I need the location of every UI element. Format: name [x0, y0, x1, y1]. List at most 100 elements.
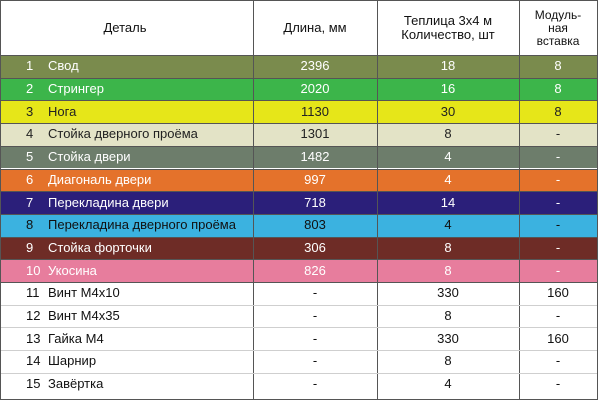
part-number: 12: [26, 308, 41, 324]
module-cell: 8: [519, 100, 597, 124]
part-name: Винт М4х35: [48, 308, 120, 324]
part-cell: 6 Диагональ двери: [1, 168, 253, 192]
row-divider: [1, 259, 597, 261]
row-divider: [1, 372, 597, 374]
module-cell: 8: [519, 77, 597, 101]
quantity-cell: 4: [377, 145, 519, 169]
module-cell: -: [519, 213, 597, 237]
header-module-line1: Модуль-: [534, 7, 582, 22]
length-cell: -: [312, 376, 318, 392]
table-row: 10 Укосина 826 8-: [1, 259, 597, 282]
table-row: 6 Диагональ двери 997 4-: [1, 168, 597, 192]
part-number: 10: [26, 262, 41, 278]
length-cell: 803: [253, 213, 377, 237]
quantity-cell: 330: [437, 285, 459, 301]
module-cell: -: [555, 353, 561, 369]
header-module-line3: вставка: [536, 33, 580, 48]
part-name: Нога: [48, 103, 77, 119]
length-cell: 718: [253, 191, 377, 214]
module-cell: -: [519, 123, 597, 146]
module-cell: -: [555, 308, 561, 324]
length-cell: 1482: [253, 145, 377, 169]
part-cell: 7 Перекладина двери: [1, 191, 253, 214]
row-divider: [1, 304, 597, 306]
header-quantity-line2: Количество, шт: [401, 27, 495, 42]
row-divider: [1, 77, 597, 79]
row-divider: [1, 327, 597, 329]
part-cell: 3 Нога: [1, 100, 253, 124]
part-number: 13: [26, 330, 41, 346]
part-name: Стойка форточки: [48, 239, 152, 255]
table-row: 14 Шарнир - 8 -: [1, 350, 597, 373]
length-cell: 1130: [253, 100, 377, 124]
quantity-cell: 330: [437, 330, 459, 346]
part-number: 5: [26, 149, 34, 165]
length-cell: 1301: [253, 123, 377, 146]
part-cell: 8 Перекладина дверного проёма: [1, 213, 253, 237]
part-name: Винт М4х10: [48, 285, 120, 301]
part-name: Перекладина дверного проёма: [48, 217, 236, 233]
quantity-cell: 14: [377, 191, 519, 214]
header-module: Модуль- ная вставка: [519, 1, 597, 55]
length-cell: 2396: [253, 55, 377, 78]
part-name: Перекладина двери: [48, 194, 169, 210]
row-divider: [1, 191, 597, 193]
part-name: Укосина: [48, 262, 97, 278]
part-number: 11: [26, 285, 40, 301]
part-name: Стрингер: [48, 81, 104, 97]
row-divider: [1, 282, 597, 283]
part-number: 6: [26, 171, 34, 187]
length-cell: 826: [253, 259, 377, 282]
column-divider: [519, 1, 520, 399]
table-row: 3 Нога 1130 30 8: [1, 100, 597, 124]
part-cell: 4 Стойка дверного проёма: [1, 123, 253, 146]
header-row: Деталь Длина, мм Теплица 3х4 м Количеств…: [1, 1, 597, 55]
module-cell: -: [555, 376, 561, 392]
table-row: 7 Перекладина двери 718 14-: [1, 191, 597, 214]
module-cell: 8: [519, 55, 597, 78]
part-name: Диагональ двери: [48, 171, 152, 187]
part-cell: 13 Гайка М4: [1, 327, 253, 350]
row-divider: [1, 213, 597, 215]
row-divider: [1, 123, 597, 125]
header-part: Деталь: [103, 20, 147, 35]
part-number: 15: [26, 376, 41, 392]
module-cell: 160: [547, 285, 569, 301]
quantity-cell: 8: [377, 236, 519, 260]
table-row: 2 Стрингер 2020 16 8: [1, 77, 597, 101]
quantity-cell: 4: [377, 213, 519, 237]
header-length: Длина, мм: [283, 20, 347, 35]
module-cell: -: [519, 236, 597, 260]
module-cell: -: [519, 145, 597, 169]
row-divider: [1, 100, 597, 102]
column-divider: [377, 1, 378, 399]
part-number: 7: [26, 194, 34, 210]
part-name: Стойка двери: [48, 149, 131, 165]
part-number: 9: [26, 239, 34, 255]
part-cell: 1 Свод: [1, 55, 253, 78]
row-divider: [1, 350, 597, 352]
header-module-line2: ная: [548, 20, 568, 35]
quantity-cell: 16: [377, 77, 519, 101]
part-cell: 12 Винт М4х35: [1, 305, 253, 328]
table-row: 1 Свод 2396 18 8: [1, 55, 597, 78]
part-cell: 9 Стойка форточки: [1, 236, 253, 260]
part-cell: 14 Шарнир: [1, 350, 253, 373]
row-divider: [1, 168, 597, 170]
part-number: 14: [26, 353, 41, 369]
length-cell: -: [312, 308, 318, 324]
column-divider: [253, 1, 254, 399]
part-number: 3: [26, 103, 34, 119]
part-cell: 11 Винт М4х10: [1, 282, 253, 305]
quantity-cell: 30: [377, 100, 519, 124]
module-cell: -: [519, 191, 597, 214]
part-number: 1: [26, 58, 34, 74]
quantity-cell: 8: [377, 123, 519, 146]
part-cell: 5 Стойка двери: [1, 145, 253, 169]
part-cell: 10 Укосина: [1, 259, 253, 282]
table-row: 5 Стойка двери 1482 4-: [1, 145, 597, 169]
module-cell: -: [519, 259, 597, 282]
part-cell: 2 Стрингер: [1, 77, 253, 101]
module-cell: -: [519, 168, 597, 192]
table-row: 13 Гайка М4 - 330 160: [1, 327, 597, 350]
